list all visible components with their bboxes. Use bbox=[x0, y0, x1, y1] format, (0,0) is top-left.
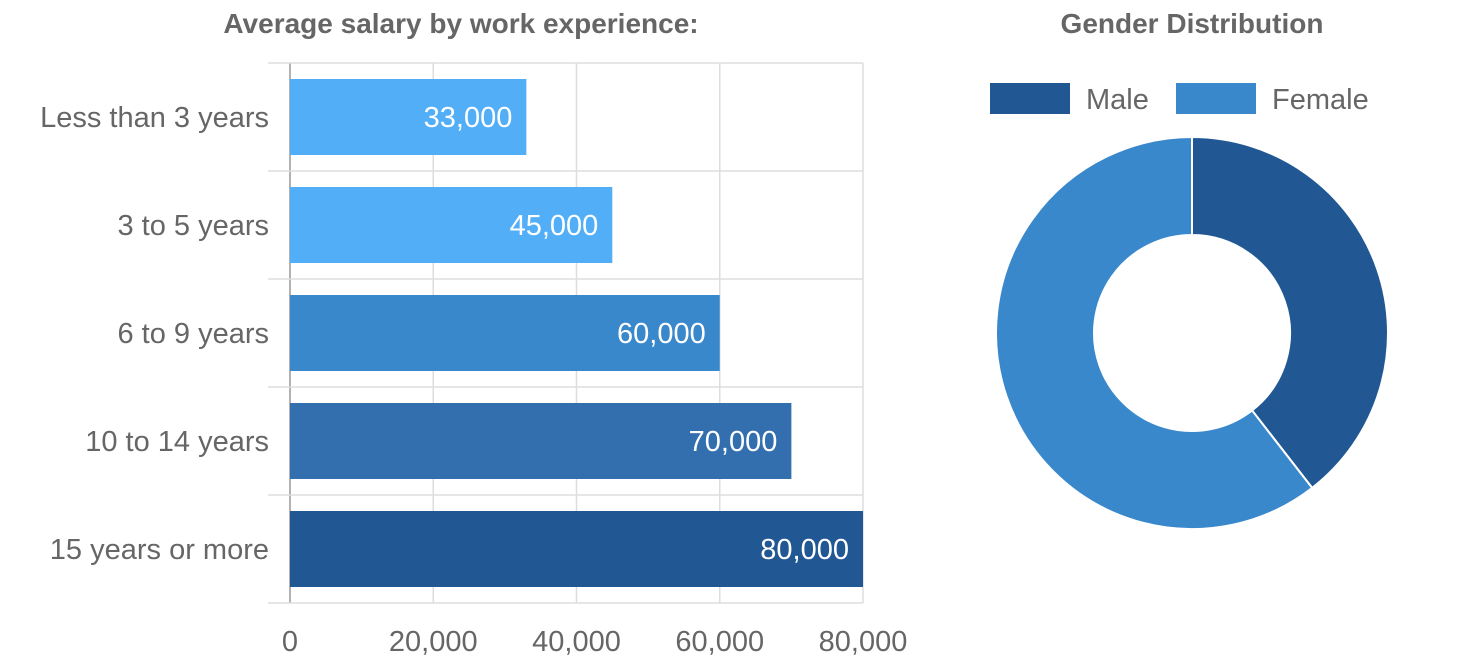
x-tick-label: 80,000 bbox=[819, 626, 908, 658]
x-tick-label: 20,000 bbox=[389, 626, 478, 658]
category-label: Less than 3 years bbox=[40, 102, 269, 134]
bar[interactable] bbox=[290, 295, 720, 371]
bar[interactable] bbox=[290, 511, 863, 587]
bar-chart-bars: 33,000 45,000 60,000 70,000 80,000 bbox=[290, 79, 863, 587]
category-label: 15 years or more bbox=[50, 534, 269, 566]
x-tick-label: 60,000 bbox=[675, 626, 764, 658]
x-tick-label: 0 bbox=[282, 626, 298, 658]
bar-value-label: 70,000 bbox=[689, 426, 778, 458]
gender-donut-chart: Gender Distribution Male Female bbox=[990, 8, 1389, 530]
bar-chart-x-axis: 0 20,000 40,000 60,000 80,000 bbox=[282, 626, 907, 658]
category-label: 10 to 14 years bbox=[85, 426, 269, 458]
bar-value-label: 45,000 bbox=[510, 210, 599, 242]
bar-value-label: 80,000 bbox=[760, 534, 849, 566]
bar[interactable] bbox=[290, 403, 792, 479]
bar-chart-category-labels: Less than 3 years 3 to 5 years 6 to 9 year… bbox=[40, 102, 269, 566]
salary-bar-chart: Average salary by work experience: 33,00… bbox=[40, 8, 907, 658]
donut-slices bbox=[995, 135, 1389, 530]
x-tick-label: 40,000 bbox=[532, 626, 621, 658]
donut-slice-female[interactable] bbox=[995, 135, 1314, 530]
bar-chart-title: Average salary by work experience: bbox=[223, 8, 698, 39]
bar-value-label: 33,000 bbox=[424, 102, 513, 134]
donut-chart-title: Gender Distribution bbox=[1061, 8, 1324, 39]
legend-swatch-female[interactable] bbox=[1176, 83, 1256, 114]
bar[interactable] bbox=[290, 187, 613, 263]
legend-swatch-male[interactable] bbox=[990, 83, 1070, 114]
bar[interactable] bbox=[290, 79, 527, 155]
donut-slice-male[interactable] bbox=[1191, 135, 1389, 490]
bar-value-label: 60,000 bbox=[617, 318, 706, 350]
category-label: 6 to 9 years bbox=[117, 318, 269, 350]
legend-label-female[interactable]: Female bbox=[1272, 84, 1369, 116]
legend-label-male[interactable]: Male bbox=[1086, 84, 1149, 116]
category-label: 3 to 5 years bbox=[117, 210, 269, 242]
donut-legend[interactable]: Male Female bbox=[990, 83, 1369, 116]
